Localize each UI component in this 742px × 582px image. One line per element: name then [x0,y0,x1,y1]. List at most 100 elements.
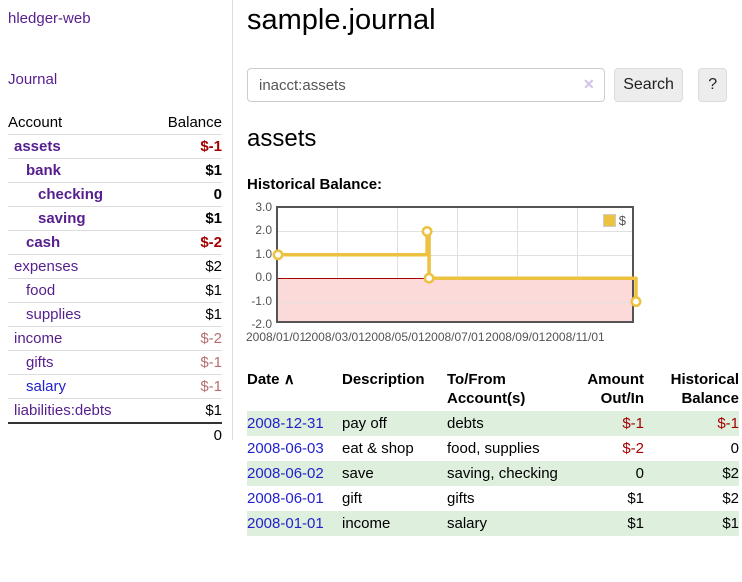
sidebar-account-balance: $1 [148,278,222,303]
sidebar-account-link-liabilities-debts[interactable]: liabilities:debts [14,402,112,419]
clear-search-icon[interactable]: ✕ [582,76,595,92]
sidebar-account-balance: $-2 [148,230,222,255]
sidebar-account-link-expenses[interactable]: expenses [14,258,79,275]
app-brand[interactable]: hledger-web [8,10,91,27]
y-axis-tick-label: -2.0 [251,317,272,331]
transaction-date-link[interactable]: 2008-06-02 [247,465,324,482]
nav-journal-link[interactable]: Journal [8,71,58,88]
sidebar: hledger-web Journal Account Balance asse… [0,0,233,447]
historical-balance-chart: $ 3.0 2.0 1.0 0.0 -1.0 -2.0 2008/01/01 2008/03/… [245,200,727,348]
accounts-total-row: 0 [8,422,222,447]
app-layout: hledger-web Journal Account Balance asse… [0,0,739,536]
register-balance-cell: 0 [730,440,739,457]
register-table: Date ∧ Description To/From Account(s) Am… [247,369,739,536]
y-axis-tick-label: 1.0 [255,246,272,261]
balance-line-series [272,225,642,308]
accounts-table: Account Balance assets $-1 bank $1 checking 0… [8,112,222,447]
sidebar-account-row: salary $-1 [8,374,222,399]
sidebar-account-link-saving[interactable]: saving [38,210,86,227]
sidebar-account-balance: $2 [148,254,222,279]
sidebar-account-link-food[interactable]: food [26,282,56,299]
register-row[interactable]: 2008-06-01 gift gifts $1 $2 [247,486,739,511]
register-description-cell: income [342,515,391,532]
sidebar-account-link-bank[interactable]: bank [26,162,62,179]
accounts-header-row: Account Balance [8,112,222,135]
sidebar-account-balance: $-1 [148,374,222,399]
transaction-date-link[interactable]: 2008-06-01 [247,490,324,507]
sidebar-account-balance: $1 [148,206,222,231]
x-axis-tick-label: 2008/01/01 [245,330,307,344]
register-description-cell: save [342,465,374,482]
legend-swatch [602,214,616,227]
x-axis-tick-label: 2008/05/01 [364,330,425,344]
sidebar-account-balance: $1 [148,158,222,183]
page-title: sample.journal [247,4,436,36]
register-amount-cell: $-1 [622,415,644,432]
negative-region [278,278,632,321]
register-row[interactable]: 2008-06-02 save saving, checking 0 $2 [247,461,739,486]
y-axis-tick-label: 2.0 [255,223,272,238]
register-amount-cell: $-2 [622,440,644,457]
transaction-date-link[interactable]: 2008-12-31 [247,415,324,432]
gridline [278,231,632,233]
register-amount-cell: $1 [627,515,644,532]
register-date-cell: 2008-06-01 [247,486,342,511]
sidebar-account-link-assets[interactable]: assets [14,138,61,155]
register-balance-cell: $2 [722,490,739,507]
sidebar-account-link-supplies[interactable]: supplies [26,306,82,323]
accounts-header-balance: Balance [167,114,222,131]
x-axis-tick-label: 2008/07/01 [424,330,485,344]
y-axis-tick-label: 0.0 [255,270,272,285]
sidebar-nav: Journal [8,71,222,89]
register-row[interactable]: 2008-06-03 eat & shop food, supplies $-2 0 [247,436,739,461]
register-row[interactable]: 2008-12-31 pay off debts $-1 $-1 [247,411,739,436]
search-button[interactable]: Search [613,68,684,102]
sidebar-account-row: checking 0 [8,182,222,207]
register-accounts-cell: salary [447,515,488,532]
register-description-cell: gift [342,490,363,507]
sidebar-account-link-checking[interactable]: checking [38,186,104,203]
chart-plot-area[interactable]: $ [272,206,642,323]
sidebar-account-row: income $-2 [8,326,222,351]
search-form: ✕ Search ? [247,68,727,102]
y-axis-tick-label: 3.0 [255,200,272,214]
sidebar-account-balance: $-2 [148,326,222,351]
data-point-marker [630,296,642,308]
register-date-cell: 2008-12-31 [247,411,342,436]
gridline [517,208,519,321]
register-header-date[interactable]: Date ∧ [247,371,295,388]
register-date-cell: 2008-06-03 [247,436,342,461]
x-axis-tick-label: 2008/09/01 [485,330,546,344]
chart-legend: $ [602,213,626,228]
sidebar-account-row: assets $-1 [8,134,222,159]
sidebar-account-row: expenses $2 [8,254,222,279]
gridline [336,208,338,321]
sidebar-account-link-gifts[interactable]: gifts [26,354,54,371]
sidebar-account-row: bank $1 [8,158,222,183]
sidebar-account-link-income[interactable]: income [14,330,63,347]
sidebar-account-link-cash[interactable]: cash [26,234,61,251]
main-content: sample.journal ✕ Search ? assets Histori… [233,0,739,536]
gridline [456,208,458,321]
x-axis-tick-label: 2008/11/01 [545,330,605,344]
search-input[interactable] [247,68,605,102]
account-title: assets [247,125,317,152]
transaction-date-link[interactable]: 2008-01-01 [247,515,324,532]
sidebar-account-row: supplies $1 [8,302,222,327]
gridline [278,301,632,303]
data-point-marker [272,249,284,261]
data-point-marker [423,272,435,284]
transaction-date-link[interactable]: 2008-06-03 [247,440,324,457]
register-balance-cell: $1 [722,515,739,532]
help-button[interactable]: ? [698,68,727,102]
register-accounts-cell: debts [447,415,484,432]
register-header-description: Description [342,371,425,388]
register-header-balance: Historical Balance [670,371,739,407]
sort-asc-icon: ∧ [283,371,295,388]
sidebar-account-link-salary[interactable]: salary [26,378,67,395]
sidebar-account-balance: $1 [148,398,222,423]
x-axis-tick-label: 2008/03/01 [304,330,365,344]
register-row[interactable]: 2008-01-01 income salary $1 $1 [247,511,739,536]
register-description-cell: eat & shop [342,440,414,457]
search-wrap: ✕ [247,68,605,102]
